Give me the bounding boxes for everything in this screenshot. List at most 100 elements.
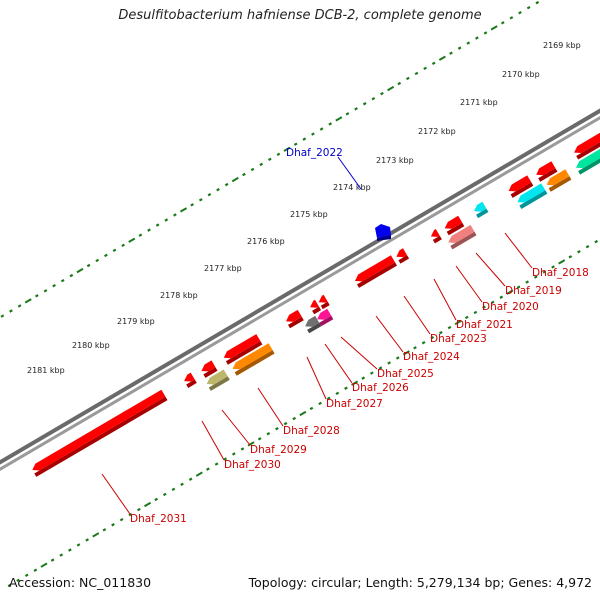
outer-tick	[293, 142, 298, 146]
gene-dhaf-2018b[interactable]	[508, 175, 532, 192]
outer-tick	[500, 21, 505, 25]
gene-dhaf-2023[interactable]	[448, 224, 475, 243]
outer-tick	[76, 267, 84, 274]
gene-dhaf-2020b[interactable]	[517, 183, 546, 203]
inner-tick	[283, 421, 288, 426]
gene-dhaf-2031[interactable]	[32, 389, 166, 471]
gene-dhaf-2022-shade	[377, 235, 391, 241]
outer-tick	[311, 132, 315, 136]
gene-dhaf-2030c[interactable]	[223, 334, 261, 359]
outer-tick	[380, 91, 384, 96]
gene-label-dhaf-2021[interactable]: Dhaf_2021	[456, 319, 513, 331]
gene-dhaf-2030-shade	[186, 379, 197, 388]
gene-dhaf-2021b[interactable]	[444, 215, 463, 229]
outer-tick	[302, 137, 307, 141]
gene-dhaf-2025[interactable]	[286, 309, 302, 322]
outer-tick	[457, 46, 462, 50]
gene-label-dhaf-2026-leader	[324, 343, 353, 384]
outer-tick	[250, 167, 255, 172]
outer-tick	[128, 237, 136, 243]
gene-dhaf-2028[interactable]	[232, 343, 273, 370]
gene-label-dhaf-2019[interactable]: Dhaf_2019	[505, 285, 562, 297]
gene-label-dhaf-2018[interactable]: Dhaf_2018	[532, 267, 589, 279]
inner-tick	[137, 507, 141, 512]
kbp-tick-label: 2170 kbp	[502, 70, 540, 79]
gene-label-dhaf-2024-leader	[375, 315, 404, 353]
gene-dhaf-2027-shade	[307, 322, 322, 334]
gene-dhaf-2026[interactable]	[317, 308, 332, 320]
inner-tick	[551, 265, 555, 269]
gene-label-dhaf-2025[interactable]: Dhaf_2025	[377, 368, 434, 380]
gene-dhaf-2019[interactable]	[546, 169, 570, 186]
gene-dhaf-2020[interactable]	[474, 201, 487, 212]
inner-tick	[40, 562, 48, 568]
inner-tick	[206, 467, 210, 471]
outer-tick	[509, 16, 514, 20]
inner-tick	[516, 285, 521, 289]
gene-label-dhaf-2029[interactable]: Dhaf_2029	[250, 444, 307, 456]
accession-label: Accession: NC_011830	[9, 575, 152, 590]
inner-tick	[195, 471, 203, 477]
gene-label-dhaf-2029-leader	[221, 409, 251, 446]
gene-dhaf-2024b[interactable]	[396, 248, 407, 258]
inner-tick	[361, 376, 366, 380]
gene-label-dhaf-2024[interactable]: Dhaf_2024	[403, 351, 460, 363]
inner-tick	[568, 255, 573, 259]
inner-tick	[533, 275, 538, 279]
inner-tick	[525, 280, 530, 284]
inner-tick	[85, 538, 89, 542]
outer-tick	[95, 258, 100, 263]
inner-tick	[430, 335, 435, 340]
gene-label-dhaf-2030[interactable]: Dhaf_2030	[224, 459, 281, 471]
kbp-tick-label: 2169 kbp	[543, 41, 581, 50]
outer-tick	[423, 66, 427, 71]
outer-tick	[179, 207, 188, 213]
gene-dhaf-2018[interactable]	[574, 112, 600, 153]
gene-dhaf-2021[interactable]	[430, 229, 440, 237]
inner-tick	[506, 289, 514, 295]
gene-dhaf-2022[interactable]	[375, 224, 391, 238]
gene-dhaf-2026-shade	[319, 315, 334, 327]
gene-label-dhaf-2031[interactable]: Dhaf_2031	[130, 513, 187, 525]
gene-dhaf-2029[interactable]	[206, 369, 228, 385]
inner-tick	[577, 250, 581, 254]
gene-dhaf-2024[interactable]	[355, 255, 395, 282]
gene-label-dhaf-2019-leader	[475, 252, 506, 287]
gene-label-dhaf-2028[interactable]: Dhaf_2028	[283, 425, 340, 437]
outer-tick	[535, 0, 540, 5]
backbone-layer	[0, 108, 600, 471]
gene-dhaf-2025c[interactable]	[318, 294, 328, 303]
outer-tick	[267, 157, 272, 162]
inner-tick	[454, 319, 462, 326]
gene-label-dhaf-2026[interactable]: Dhaf_2026	[352, 382, 409, 394]
gene-label-dhaf-2023[interactable]: Dhaf_2023	[430, 333, 487, 345]
inner-tick	[378, 366, 383, 370]
outer-tick	[216, 187, 220, 192]
outer-tick	[449, 51, 453, 55]
outer-tick	[0, 314, 5, 318]
gene-label-dhaf-2020[interactable]: Dhaf_2020	[482, 301, 539, 313]
outer-tick	[259, 162, 264, 167]
inner-tick	[7, 583, 12, 588]
gene-dhaf-2030b[interactable]	[201, 360, 216, 372]
gene-dhaf-2018d[interactable]	[576, 124, 600, 169]
gene-dhaf-2018c[interactable]	[536, 161, 556, 176]
gene-dhaf-2024-shade	[357, 262, 397, 288]
gene-label-dhaf-2022[interactable]: Dhaf_2022	[286, 147, 343, 159]
inner-tick	[558, 259, 566, 265]
inner-tick	[326, 396, 331, 401]
outer-tick	[362, 102, 367, 106]
outer-tick	[104, 253, 108, 258]
gene-dhaf-2018-shade	[576, 142, 600, 160]
gene-label-dhaf-2027[interactable]: Dhaf_2027	[326, 398, 383, 410]
gene-dhaf-2027[interactable]	[305, 315, 320, 327]
inner-tick	[171, 487, 176, 492]
gene-dhaf-2025b[interactable]	[310, 299, 319, 308]
kbp-tick-label: 2181 kbp	[27, 366, 65, 375]
gene-dhaf-2018c-shade	[538, 168, 558, 182]
inner-tick	[542, 270, 547, 274]
inner-tick	[33, 568, 38, 572]
gene-dhaf-2030[interactable]	[184, 372, 195, 382]
